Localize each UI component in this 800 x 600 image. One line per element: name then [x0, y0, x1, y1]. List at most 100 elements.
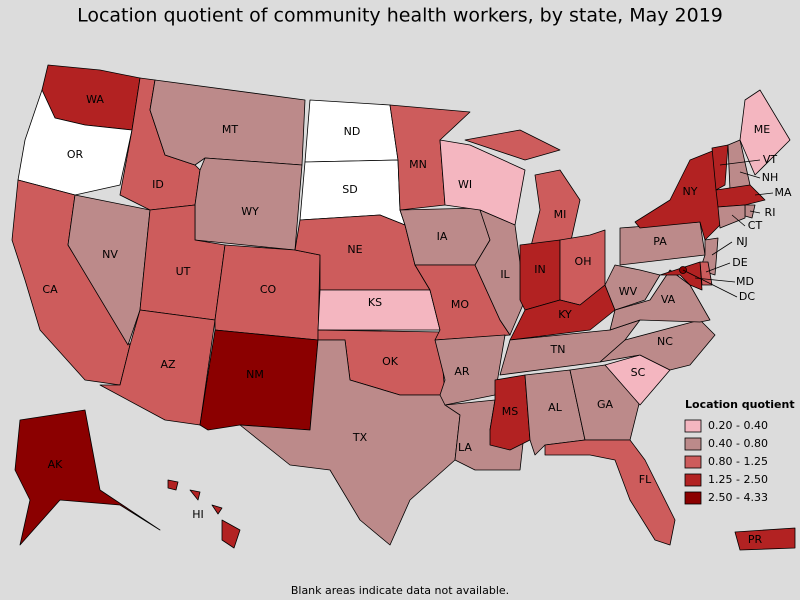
state-shape [194, 157, 303, 251]
state-label: AL [548, 401, 563, 414]
state-shape [717, 204, 746, 229]
state-shape [544, 439, 676, 546]
state-shape [99, 309, 216, 426]
state-shape [599, 319, 716, 371]
state-label: ME [754, 123, 770, 136]
state-label: NC [657, 335, 673, 348]
state-shape [739, 89, 791, 176]
state-label: NE [347, 243, 362, 256]
state-label: NY [683, 185, 698, 198]
state-label: GA [597, 398, 614, 411]
legend-label: 2.50 - 4.33 [708, 491, 768, 504]
state-label: WV [619, 285, 638, 298]
legend-title: Location quotient [685, 398, 795, 411]
state-label: KS [368, 296, 382, 309]
state-label: AK [48, 458, 64, 471]
state-label: TN [550, 343, 566, 356]
leader-line [754, 192, 774, 196]
state-label: HI [192, 508, 204, 521]
state-shape [221, 519, 241, 549]
state-shape [211, 504, 223, 515]
state-shape [67, 194, 151, 346]
leader-line [705, 262, 731, 273]
state-label: OH [575, 255, 592, 268]
state-label: MO [451, 298, 469, 311]
state-shape [149, 79, 306, 166]
legend-swatch [684, 419, 702, 433]
state-label: CA [42, 283, 58, 296]
state-label: RI [765, 206, 776, 219]
state-shape [239, 339, 461, 546]
state-shape [189, 489, 201, 501]
legend-swatch [684, 473, 702, 487]
state-label: KY [558, 308, 572, 321]
state-shape [167, 479, 179, 491]
state-shape [14, 409, 161, 546]
state-shape [609, 269, 711, 331]
state-label: VA [661, 293, 676, 306]
state-label: SC [631, 366, 646, 379]
leader-line [682, 269, 738, 298]
state-shape [434, 334, 506, 406]
state-label: NJ [736, 235, 747, 248]
leader-line [694, 277, 736, 283]
state-label: FL [639, 473, 652, 486]
state-label: WI [458, 178, 472, 191]
leader-line [749, 210, 761, 214]
state-shape [464, 129, 561, 161]
state-label: DE [732, 256, 747, 269]
state-label: NV [102, 248, 118, 261]
leader-line [719, 159, 761, 166]
state-label: IN [534, 263, 545, 276]
leader-line [731, 214, 746, 227]
legend-swatch [684, 437, 702, 451]
state-shape [711, 144, 729, 191]
state-label: MI [554, 208, 567, 221]
state-label: SD [342, 183, 357, 196]
legend-label: 0.40 - 0.80 [708, 437, 768, 450]
state-shape [17, 89, 133, 196]
state-label: WA [86, 93, 104, 106]
legend: 0.20 - 0.40 0.40 - 0.80 0.80 - 1.25 1.25 - … [684, 419, 768, 505]
state-labels: WA OR CA NV ID MT WY UT AZ CO NM ND SD NE KS OK TX MN IA MO… [42, 93, 792, 546]
state-shape [734, 527, 796, 551]
state-label: MT [222, 123, 238, 136]
state-label: NM [246, 368, 264, 381]
state-label: NH [762, 171, 779, 184]
leader-line [739, 171, 761, 179]
legend-label: 0.80 - 1.25 [708, 455, 768, 468]
state-label: AZ [160, 358, 176, 371]
state-label: CT [748, 219, 763, 232]
state-label: ID [152, 178, 164, 191]
footnote: Blank areas indicate data not available. [291, 584, 509, 597]
state-label: DC [739, 290, 755, 303]
legend-label: 1.25 - 2.50 [708, 473, 768, 486]
state-label: ND [344, 125, 361, 138]
state-label: AR [454, 365, 470, 378]
state-label: MS [502, 405, 518, 418]
state-label: OR [67, 148, 84, 161]
state-label: PR [748, 533, 763, 546]
legend-swatch [684, 491, 702, 505]
state-label: WY [241, 205, 259, 218]
state-label: MN [409, 158, 427, 171]
legend-label: 0.20 - 0.40 [708, 419, 768, 432]
state-label: MA [774, 186, 791, 199]
state-label: TX [352, 431, 368, 444]
legend-swatch [684, 455, 702, 469]
map-title: Location quotient of community health wo… [77, 5, 723, 27]
state-shape [715, 184, 766, 208]
states [11, 64, 796, 551]
state-label: PA [653, 235, 667, 248]
state-label: LA [458, 441, 472, 454]
state-label: CO [260, 283, 277, 296]
state-label: IA [437, 230, 448, 243]
state-label: MD [736, 275, 754, 288]
state-label: VT [763, 153, 778, 166]
state-label: UT [176, 265, 191, 278]
state-label: OK [382, 355, 399, 368]
state-shape [474, 209, 526, 336]
state-shape [659, 261, 703, 291]
leader-line [711, 241, 733, 256]
state-label: IL [500, 268, 510, 281]
